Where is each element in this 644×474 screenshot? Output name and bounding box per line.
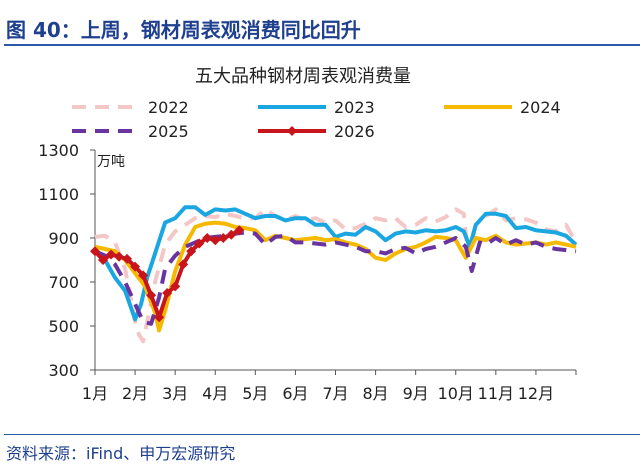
series-line-2025 (94, 230, 577, 326)
data-point-2026 (194, 238, 205, 249)
legend-item-2023: 2023 (258, 98, 375, 117)
y-tick-label: 300 (48, 361, 79, 380)
series-line-2024 (94, 220, 577, 333)
legend: 2022 2023 2024 2025 2026 (72, 98, 561, 141)
data-point-2026 (114, 251, 125, 262)
x-tick-label: 11月 (478, 384, 514, 403)
legend-marker (287, 126, 297, 136)
data-point-2026 (138, 270, 149, 281)
y-unit-label: 万吨 (97, 154, 125, 170)
x-tick-label: 2月 (122, 384, 148, 403)
legend-label: 2025 (148, 122, 189, 141)
y-tick-label: 900 (48, 229, 79, 248)
y-tick-label: 700 (48, 273, 79, 292)
x-tick-label: 9月 (403, 384, 429, 403)
legend-label: 2023 (334, 98, 375, 117)
legend-item-2024: 2024 (444, 98, 561, 117)
plot-area (90, 205, 578, 344)
data-point-2026 (162, 288, 173, 298)
y-tick-label: 1100 (38, 185, 79, 204)
legend-item-2026: 2026 (258, 122, 375, 141)
data-point-2026 (218, 233, 229, 243)
series-line-2022 (94, 207, 578, 344)
x-tick-label: 5月 (242, 384, 268, 403)
legend-label: 2026 (334, 122, 375, 141)
y-tick-label: 500 (48, 317, 79, 336)
figure-title: 图 40：上周，钢材周表观消费同比回升 (6, 18, 361, 42)
y-tick-label: 1300 (38, 141, 79, 160)
title-divider (4, 44, 640, 46)
legend-item-2022: 2022 (72, 98, 189, 117)
chart-title: 五大品种钢材周表观消费量 (195, 66, 411, 87)
x-tick-label: 4月 (202, 384, 228, 403)
data-point-2026 (154, 312, 165, 323)
line-chart: 五大品种钢材周表观消费量 2022 2023 2024 2025 2026 300 500… (38, 66, 578, 403)
data-point-2026 (178, 259, 189, 270)
legend-item-2025: 2025 (72, 122, 189, 141)
legend-label: 2022 (148, 98, 189, 117)
data-point-2026 (122, 253, 133, 264)
data-point-2026 (234, 225, 245, 236)
x-tick-label: 8月 (362, 384, 388, 403)
data-point-2026 (130, 261, 141, 272)
data-point-2026 (210, 235, 221, 246)
axes: 300 500 700 900 1100 1300 1月 2月 3月 4月 5月 6月 7月 8月 9月 10… (38, 141, 577, 403)
data-point-2026 (202, 233, 213, 243)
x-tick-label: 1月 (82, 384, 108, 403)
data-point-2026 (146, 290, 157, 301)
data-point-2026 (186, 246, 197, 257)
x-tick-label: 10月 (438, 384, 474, 403)
data-point-2026 (90, 246, 100, 257)
data-point-2026 (170, 281, 181, 292)
source-note: 资料来源：iFind、申万宏源研究 (6, 444, 236, 463)
data-point-2026 (98, 255, 109, 265)
legend-label: 2024 (520, 98, 561, 117)
x-tick-label: 7月 (322, 384, 348, 403)
x-tick-label: 3月 (162, 384, 188, 403)
x-tick-label: 12月 (518, 384, 554, 403)
data-point-2026 (226, 229, 237, 240)
x-tick-label: 6月 (282, 384, 308, 403)
data-point-2026 (106, 249, 117, 260)
series-line-2023 (93, 205, 578, 322)
source-divider (4, 434, 640, 435)
